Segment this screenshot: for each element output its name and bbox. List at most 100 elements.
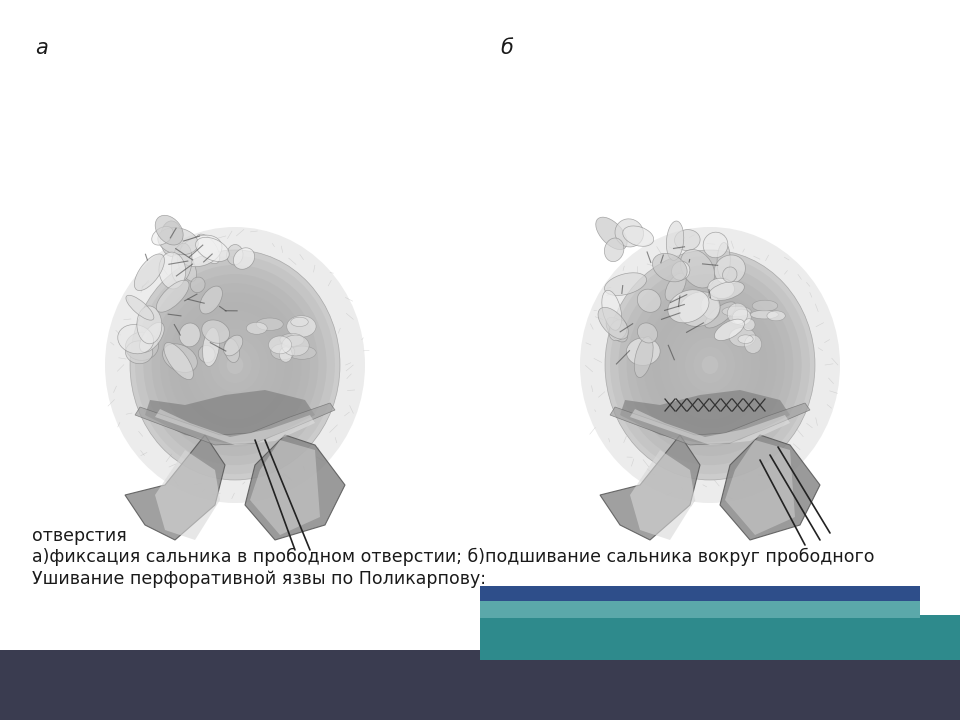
Ellipse shape (606, 318, 628, 342)
Ellipse shape (660, 310, 760, 420)
Ellipse shape (626, 338, 660, 366)
Ellipse shape (247, 323, 267, 334)
Ellipse shape (105, 227, 365, 503)
Ellipse shape (767, 311, 785, 321)
Ellipse shape (126, 341, 153, 364)
Polygon shape (720, 435, 820, 540)
Ellipse shape (722, 306, 751, 316)
Ellipse shape (743, 319, 755, 330)
Ellipse shape (668, 289, 709, 323)
Ellipse shape (635, 283, 785, 447)
Ellipse shape (134, 254, 164, 291)
Ellipse shape (652, 301, 768, 428)
Ellipse shape (714, 319, 744, 341)
Bar (0, 650, 960, 720)
Ellipse shape (199, 346, 215, 363)
Ellipse shape (135, 256, 335, 474)
Ellipse shape (666, 221, 684, 261)
Ellipse shape (160, 221, 182, 256)
Ellipse shape (602, 290, 622, 330)
Text: Ушивание перфоративной язвы по Поликарпову:: Ушивание перфоративной язвы по Поликарпо… (32, 570, 486, 588)
Polygon shape (630, 450, 695, 540)
Ellipse shape (202, 328, 269, 402)
Ellipse shape (126, 332, 158, 361)
Ellipse shape (160, 283, 310, 447)
Ellipse shape (164, 343, 193, 379)
Ellipse shape (130, 250, 340, 480)
Ellipse shape (615, 219, 643, 247)
Polygon shape (620, 390, 790, 443)
Ellipse shape (137, 306, 162, 343)
Bar (480, 600, 920, 618)
Ellipse shape (159, 252, 185, 289)
Ellipse shape (643, 292, 777, 438)
Ellipse shape (196, 238, 229, 261)
Ellipse shape (118, 325, 154, 354)
Ellipse shape (287, 315, 316, 337)
Ellipse shape (200, 286, 223, 314)
Ellipse shape (279, 347, 292, 362)
Ellipse shape (256, 318, 283, 330)
Ellipse shape (177, 251, 197, 282)
Ellipse shape (203, 328, 220, 366)
Ellipse shape (738, 335, 754, 343)
Ellipse shape (224, 336, 243, 356)
Ellipse shape (152, 274, 319, 456)
Ellipse shape (202, 320, 229, 343)
Ellipse shape (271, 344, 295, 360)
Ellipse shape (637, 323, 658, 343)
Ellipse shape (618, 265, 802, 465)
Ellipse shape (210, 338, 260, 392)
Ellipse shape (580, 227, 840, 503)
Ellipse shape (708, 282, 744, 300)
Ellipse shape (596, 217, 627, 250)
Ellipse shape (280, 333, 304, 346)
Ellipse shape (610, 256, 810, 474)
Ellipse shape (677, 328, 743, 402)
Ellipse shape (753, 300, 778, 311)
Ellipse shape (609, 320, 627, 341)
Ellipse shape (605, 273, 647, 295)
Ellipse shape (190, 277, 205, 292)
Ellipse shape (723, 267, 737, 282)
Ellipse shape (730, 328, 756, 347)
Ellipse shape (637, 289, 661, 312)
Ellipse shape (635, 337, 653, 377)
Ellipse shape (708, 278, 734, 299)
Ellipse shape (701, 296, 720, 319)
Ellipse shape (227, 245, 243, 265)
Ellipse shape (627, 274, 793, 456)
Ellipse shape (598, 307, 629, 339)
Text: а)фиксация сальника в прободном отверстии; б)подшивание сальника вокруг прободно: а)фиксация сальника в прободном отверсти… (32, 548, 875, 566)
Ellipse shape (218, 347, 252, 383)
Ellipse shape (685, 338, 735, 392)
Polygon shape (155, 409, 315, 445)
Polygon shape (250, 440, 320, 535)
Polygon shape (135, 403, 335, 445)
Ellipse shape (171, 243, 192, 283)
Ellipse shape (143, 265, 326, 465)
Polygon shape (600, 435, 700, 540)
Ellipse shape (679, 292, 720, 326)
Ellipse shape (705, 302, 735, 328)
Polygon shape (145, 390, 315, 443)
Ellipse shape (605, 238, 624, 261)
Bar (480, 586, 920, 601)
Ellipse shape (193, 320, 276, 410)
Ellipse shape (668, 320, 752, 410)
Ellipse shape (269, 336, 292, 354)
Ellipse shape (139, 323, 164, 352)
Polygon shape (725, 440, 795, 535)
Ellipse shape (728, 303, 748, 324)
Ellipse shape (288, 346, 316, 359)
Ellipse shape (168, 292, 301, 438)
Ellipse shape (156, 280, 189, 312)
Ellipse shape (751, 310, 779, 319)
Ellipse shape (671, 261, 690, 280)
Polygon shape (155, 450, 220, 540)
Ellipse shape (623, 226, 654, 246)
Ellipse shape (675, 230, 700, 251)
Ellipse shape (732, 309, 751, 325)
Ellipse shape (126, 295, 154, 320)
Bar (480, 615, 960, 660)
